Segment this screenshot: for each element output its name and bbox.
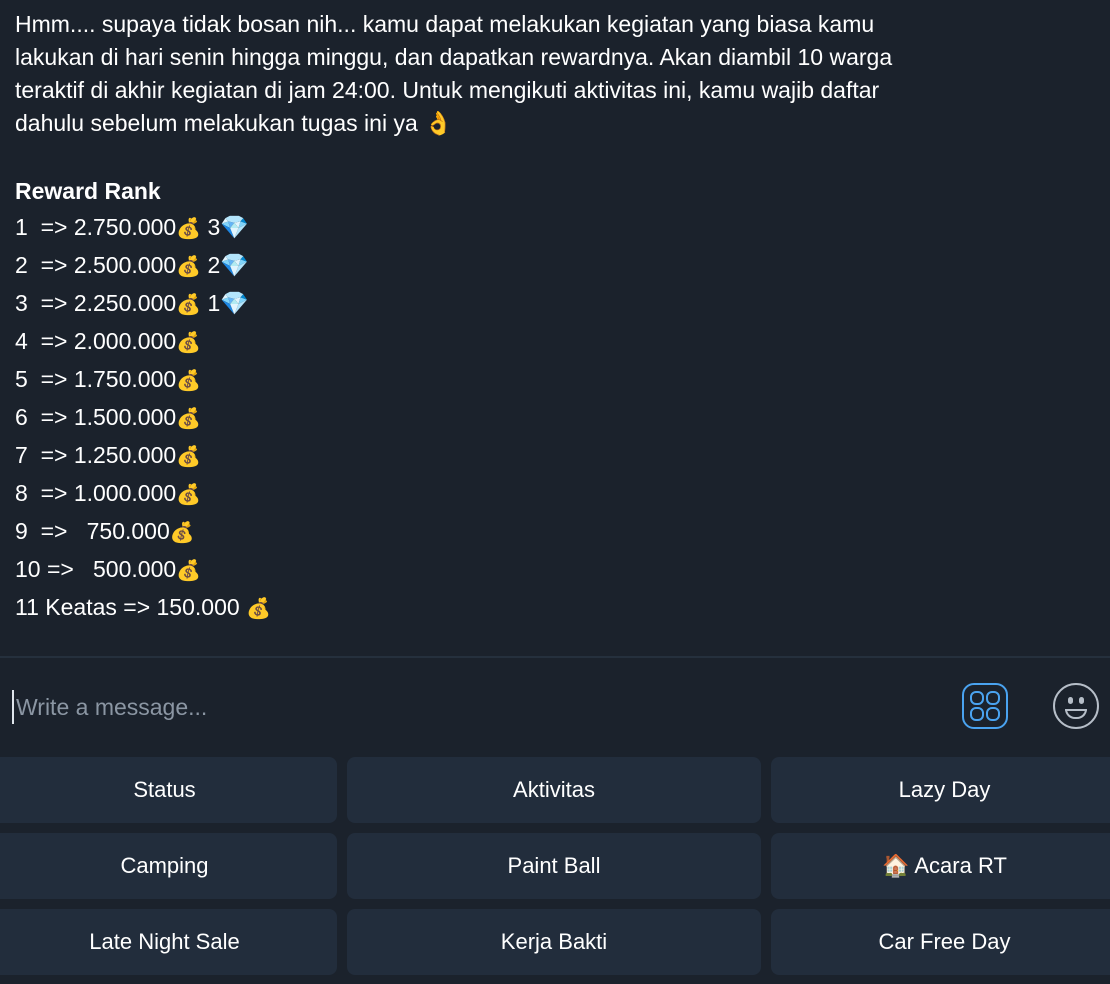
rank-text: 11 Keatas => 150.000 [15,594,247,620]
money-bag-icon: 💰 [246,598,271,620]
rank-text: 3 => 2.250.000 [15,290,177,316]
keyboard-button-kerja-bakti[interactable]: Kerja Bakti [347,909,761,975]
reward-rank-item: 6 => 1.500.000💰 [15,399,1095,437]
rank-text: 6 => 1.500.000 [15,404,177,430]
reward-rank-list: 1 => 2.750.000💰 3💎 2 => 2.500.000💰 2💎 3 =>… [15,209,1095,627]
rank-text: 4 => 2.000.000 [15,328,177,354]
reward-rank-item: 3 => 2.250.000💰 1💎 [15,285,1095,323]
money-bag-icon: 💰 [176,370,202,392]
money-bag-icon: 💰 [176,332,202,354]
reward-rank-item: 2 => 2.500.000💰 2💎 [15,247,1095,285]
divider [0,656,1110,658]
money-bag-icon: 💰 [169,522,195,544]
reward-rank-item: 1 => 2.750.000💰 3💎 [15,209,1095,247]
money-bag-icon: 💰 [176,294,202,316]
keyboard-button-car-free-day[interactable]: Car Free Day [771,909,1110,975]
rank-text: 8 => 1.000.000 [15,480,177,506]
money-bag-icon: 💰 [176,484,202,506]
keyboard-button-acara-rt[interactable]: 🏠 Acara RT [771,833,1110,899]
reward-rank-item: 9 => 750.000💰 [15,513,1095,551]
message-line: lakukan di hari senin hingga minggu, dan… [15,44,893,70]
reward-rank-item: 8 => 1.000.000💰 [15,475,1095,513]
smiley-icon[interactable] [1053,683,1099,729]
diamond-reward: 1💎 [201,290,249,316]
reward-rank-item: 11 Keatas => 150.000 💰 [15,589,1095,627]
diamond-reward: 3💎 [201,214,249,240]
money-bag-icon: 💰 [176,446,202,468]
reward-rank-item: 4 => 2.000.000💰 [15,323,1095,361]
reward-rank-item: 7 => 1.250.000💰 [15,437,1095,475]
money-bag-icon: 💰 [176,256,202,278]
rank-text: 7 => 1.250.000 [15,442,177,468]
message-line: dahulu sebelum melakukan tugas ini ya 👌 [15,110,453,136]
rank-text: 9 => 750.000 [15,518,170,544]
rank-text: 2 => 2.500.000 [15,252,177,278]
money-bag-icon: 💰 [176,408,202,430]
reward-rank-item: 5 => 1.750.000💰 [15,361,1095,399]
rank-text: 1 => 2.750.000 [15,214,177,240]
rank-text: 10 => 500.000 [15,556,177,582]
message-line: teraktif di akhir kegiatan di jam 24:00.… [15,77,880,103]
keyboard-button-late-night-sale[interactable]: Late Night Sale [0,909,337,975]
reward-rank-item: 10 => 500.000💰 [15,551,1095,589]
keyboard-button-paint-ball[interactable]: Paint Ball [347,833,761,899]
rank-text: 5 => 1.750.000 [15,366,177,392]
keyboard-button-camping[interactable]: Camping [0,833,337,899]
money-bag-icon: 💰 [176,218,202,240]
message-bubble: Hmm.... supaya tidak bosan nih... kamu d… [15,8,1095,627]
message-line: Hmm.... supaya tidak bosan nih... kamu d… [15,11,875,37]
message-input[interactable]: Write a message... [12,690,207,724]
keyboard-button-lazy-day[interactable]: Lazy Day [771,757,1110,823]
keyboard-button-aktivitas[interactable]: Aktivitas [347,757,761,823]
reward-rank-title: Reward Rank [15,178,161,204]
apps-grid-icon[interactable] [962,683,1008,729]
money-bag-icon: 💰 [176,560,202,582]
diamond-reward: 2💎 [201,252,249,278]
keyboard-button-status[interactable]: Status [0,757,337,823]
